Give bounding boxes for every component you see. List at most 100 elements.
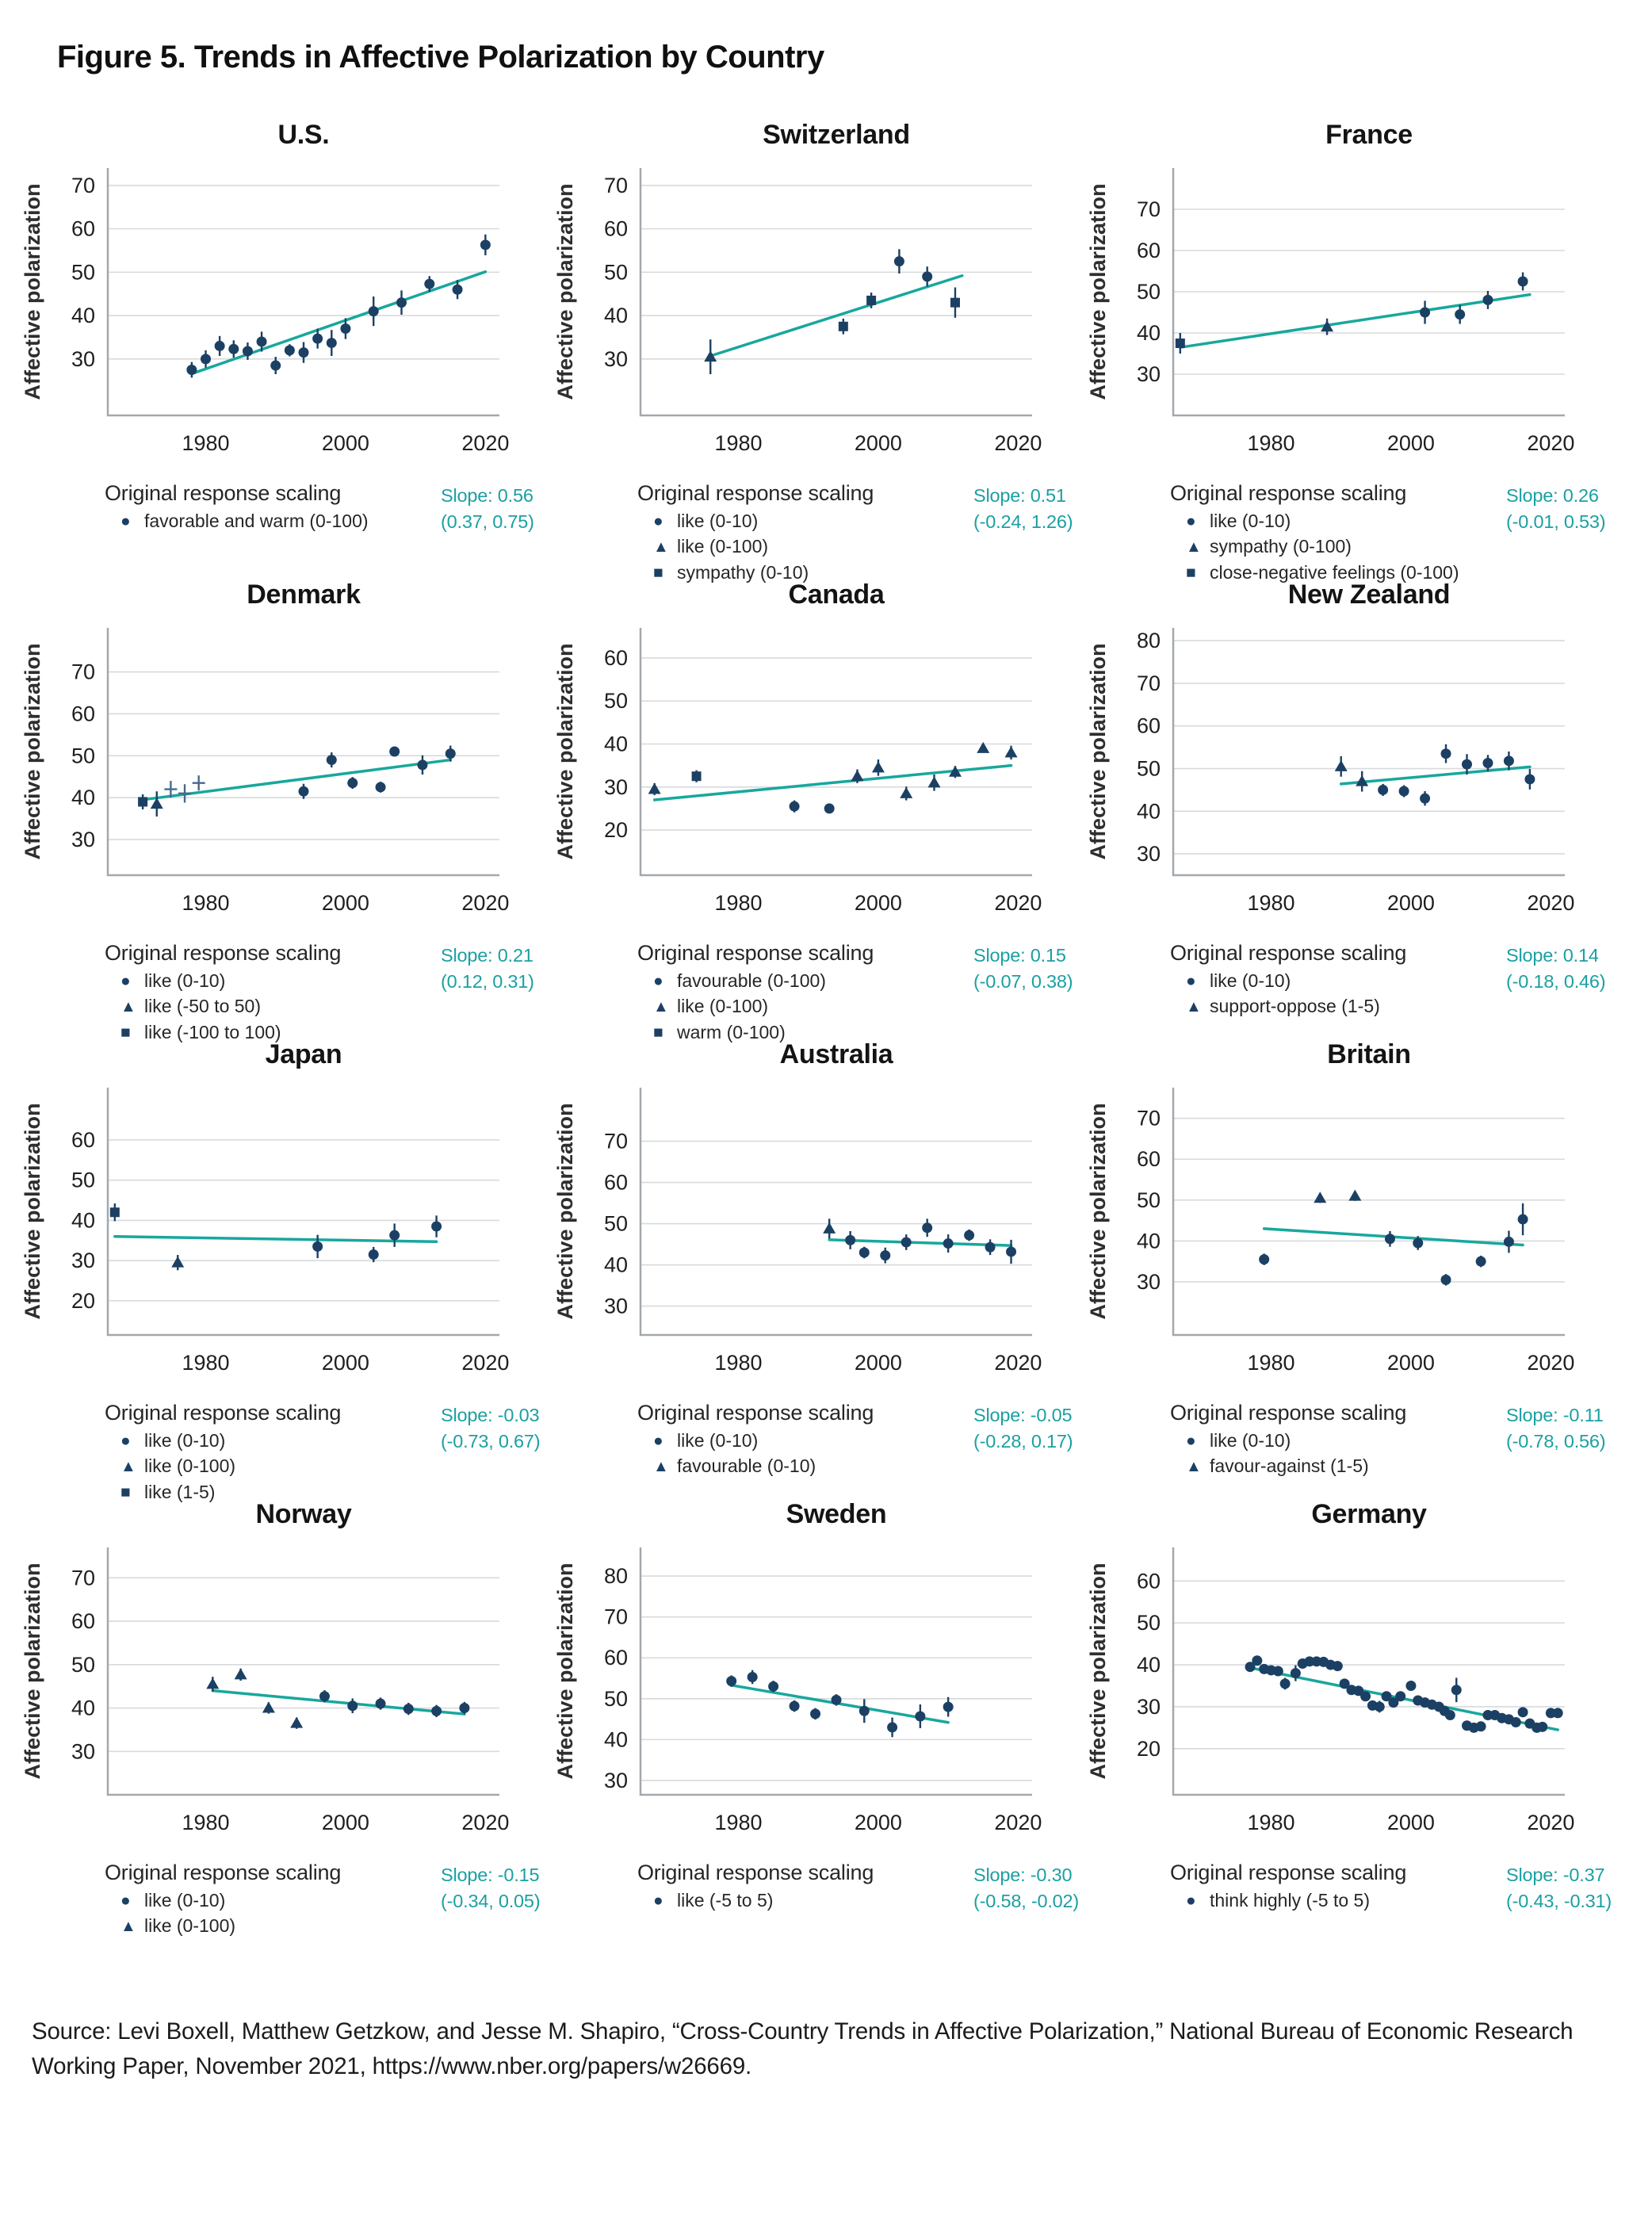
legend-header: Original response scaling: [105, 481, 342, 505]
svg-text:60: 60: [1137, 1569, 1161, 1593]
data-point: [368, 296, 379, 327]
svg-text:50: 50: [604, 689, 628, 713]
slope-value: Slope: -0.03: [441, 1405, 540, 1425]
data-points: [1245, 1655, 1563, 1733]
data-point: [1455, 304, 1466, 324]
data-point: [480, 234, 491, 256]
legend-item-label: support-oppose (1-5): [1210, 996, 1380, 1017]
x-axis-ticks: 1980 2000 2020: [182, 891, 509, 915]
slope-estimate: Slope: 0.21 (0.12, 0.31): [441, 943, 534, 995]
legend-item-label: warm (0-100): [677, 1021, 786, 1042]
country-title: Canada: [788, 579, 885, 610]
svg-text:2000: 2000: [322, 1811, 369, 1834]
svg-text:50: 50: [604, 1212, 628, 1236]
svg-text:1980: 1980: [714, 1811, 762, 1834]
legend-item: ● like (-5 to 5): [653, 1890, 1084, 1911]
data-point: [1290, 1665, 1301, 1681]
data-point: [768, 1681, 779, 1693]
data-point: [1537, 1721, 1548, 1732]
svg-text:70: 70: [604, 1605, 628, 1629]
svg-text:1980: 1980: [1247, 431, 1294, 455]
y-axis-ticks: 80 70 60 50 40 30: [604, 1564, 628, 1792]
trend-line: [190, 270, 488, 376]
data-point: [242, 342, 253, 360]
y-axis-ticks: 70 60 50 40 30: [1137, 1107, 1161, 1294]
svg-text:2020: 2020: [1527, 1811, 1574, 1834]
chart-denmark: Affective polarization 70 60 50 40 30 1980 2000…: [21, 628, 509, 915]
square-marker-icon: ■: [653, 563, 663, 582]
legend-u-s: Original response scaling Slope: 0.56 (0.3…: [105, 481, 552, 600]
data-point: [326, 330, 337, 357]
gridlines: [1173, 1580, 1565, 1750]
gridlines: [108, 1139, 499, 1302]
svg-text:2020: 2020: [1527, 891, 1574, 915]
axis-lines: [639, 628, 1032, 877]
legend-item: ● like (0-10): [653, 1430, 1084, 1451]
legend-items: ● like (0-10) ▲ like (0-100) ■ sympathy (0-10…: [637, 511, 1084, 583]
trend-line: [113, 1234, 438, 1244]
svg-text:50: 50: [1137, 1188, 1161, 1212]
triangle-marker-icon: ▲: [120, 1457, 136, 1475]
svg-text:70: 70: [604, 1130, 628, 1153]
data-point: [1378, 783, 1389, 796]
data-point: [284, 344, 295, 357]
data-point: [1314, 1192, 1327, 1203]
square-marker-icon: ■: [653, 1023, 663, 1042]
panel-australia: Australia Affective polarization 70 60 50 40 3…: [552, 1036, 1084, 1486]
slope-confidence-interval: (-0.18, 0.46): [1506, 970, 1606, 992]
svg-text:1980: 1980: [1247, 891, 1294, 915]
data-point: [1006, 1239, 1017, 1264]
circle-marker-icon: ●: [653, 1891, 663, 1911]
slope-value: Slope: -0.30: [973, 1865, 1073, 1885]
data-point: [459, 1701, 470, 1715]
slope-estimate: Slope: -0.37 (-0.43, -0.31): [1506, 1862, 1612, 1914]
y-axis-label: Affective polarization: [21, 1103, 44, 1319]
slope-confidence-interval: (-0.78, 0.56): [1506, 1430, 1606, 1452]
data-point: [312, 1234, 323, 1259]
data-point: [1405, 1681, 1417, 1692]
x-axis-ticks: 1980 2000 2020: [714, 431, 1042, 455]
data-points: [206, 1668, 470, 1729]
data-point: [368, 1246, 379, 1263]
chart-france: Affective polarization 70 60 50 40 30 1980 2000…: [1086, 168, 1574, 455]
data-point: [375, 782, 386, 793]
country-title: Denmark: [247, 579, 361, 610]
chart-switzerland: Affective polarization 70 60 50 40 30 1980 2000…: [553, 168, 1042, 455]
slope-value: Slope: -0.37: [1506, 1865, 1605, 1885]
svg-text:60: 60: [604, 217, 628, 241]
legend-items: ● like (0-10) ▲ like (-50 to 50) ■ like (-100…: [105, 970, 552, 1042]
svg-text:60: 60: [604, 1171, 628, 1195]
y-axis-label: Affective polarization: [21, 1563, 44, 1779]
svg-text:2020: 2020: [461, 891, 509, 915]
legend-item-label: like (0-10): [677, 511, 759, 531]
svg-text:70: 70: [71, 1566, 95, 1589]
data-point: [298, 342, 309, 363]
svg-text:2020: 2020: [461, 1351, 509, 1375]
data-point: [206, 1677, 220, 1692]
data-point: [859, 1699, 870, 1723]
y-axis-label: Affective polarization: [21, 183, 44, 400]
slope-confidence-interval: (0.37, 0.75): [441, 511, 534, 532]
svg-text:50: 50: [604, 1687, 628, 1711]
svg-text:2020: 2020: [461, 1811, 509, 1834]
slope-value: Slope: -0.05: [973, 1405, 1073, 1425]
slope-value: Slope: 0.15: [973, 945, 1066, 966]
y-axis-ticks: 60 50 40 30 20: [604, 646, 628, 842]
data-point: [704, 339, 717, 374]
legend-items: ● like (-5 to 5): [637, 1890, 1084, 1911]
panel-u-s: U.S. Affective polarization 70 60 50 40 30 1980…: [19, 117, 552, 567]
legend-norway: Original response scaling Slope: -0.15 (-0…: [105, 1861, 552, 1979]
data-point: [838, 318, 848, 335]
legend-item: ▲ favour-against (1-5): [1186, 1455, 1617, 1476]
data-point: [1360, 1691, 1371, 1702]
svg-text:2020: 2020: [1527, 431, 1574, 455]
data-point: [691, 770, 702, 782]
data-point: [326, 752, 337, 768]
svg-text:70: 70: [604, 174, 628, 197]
data-point: [214, 335, 225, 357]
legend-item-label: favorable and warm (0-100): [144, 511, 369, 531]
legend-items: ● like (0-10) ▲ support-oppose (1-5): [1170, 970, 1617, 1017]
legend-items: ● like (0-10) ▲ sympathy (0-100) ■ close-nega…: [1170, 511, 1617, 583]
legend-item: ● like (0-10): [1186, 1430, 1617, 1451]
y-axis-label: Affective polarization: [553, 1103, 577, 1319]
